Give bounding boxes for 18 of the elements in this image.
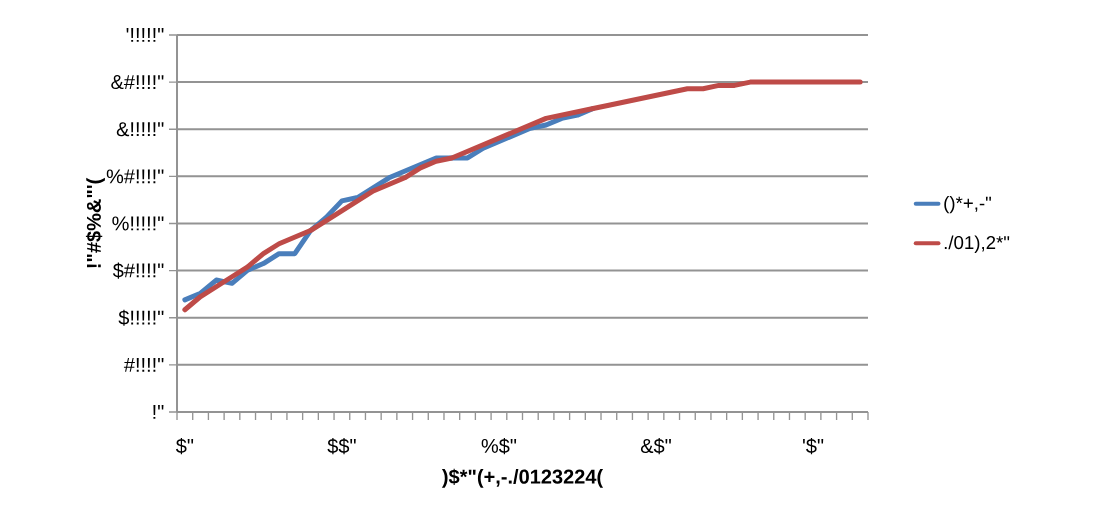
x-tick-label: %$" [481, 438, 517, 455]
x-tick-label: $$" [327, 438, 356, 455]
text: $#!!!!" [112, 262, 164, 279]
x-tick-label: '$" [803, 438, 824, 455]
legend-label: ./01),2*" [944, 235, 1010, 253]
text: %#!!!!" [106, 169, 164, 184]
text: '!!!!!" [126, 28, 164, 42]
legend-label: ()*+,-" [944, 195, 991, 214]
text: #!!!!" [123, 357, 164, 372]
x-axis-title: )$*"(+,-./0123224( [441, 468, 604, 488]
text: &!!!!!" [116, 122, 164, 137]
text: $!!!!!" [118, 309, 164, 326]
text: !" [153, 405, 164, 419]
x-tick-label: $" [175, 438, 194, 455]
text: &#!!!!" [111, 75, 164, 90]
x-tick-label: &$" [640, 438, 671, 455]
y-axis-title: !"#$%&"'( [85, 177, 105, 268]
text: %!!!!!" [112, 216, 164, 231]
